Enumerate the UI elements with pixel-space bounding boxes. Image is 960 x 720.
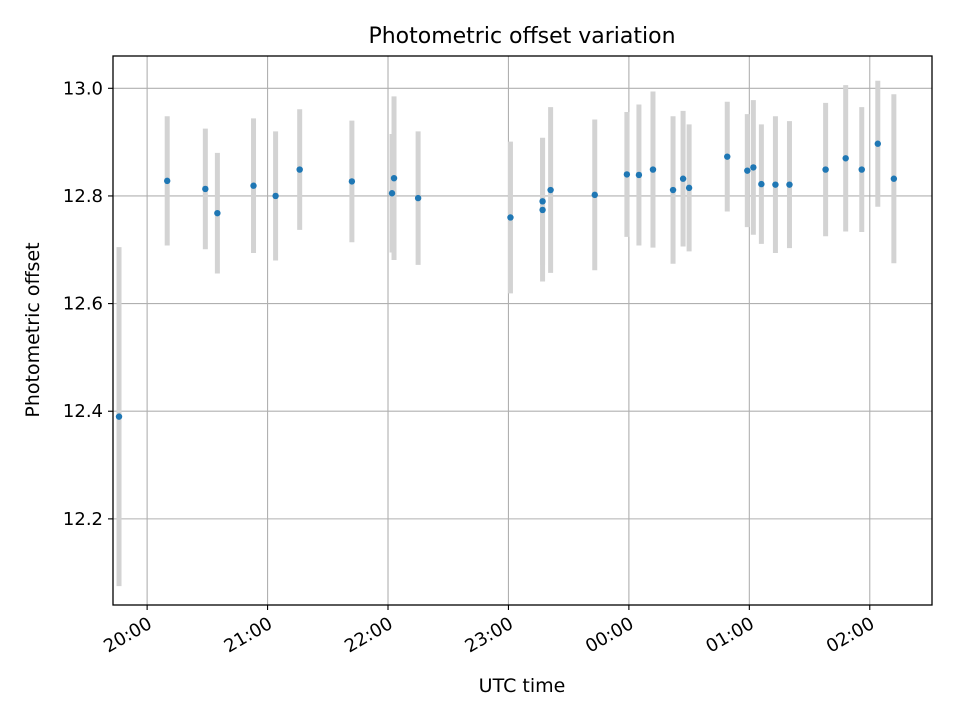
data-point xyxy=(724,153,731,160)
data-point xyxy=(250,182,257,189)
data-point xyxy=(890,175,898,182)
data-point xyxy=(874,140,882,147)
y-tick-label: 12.2 xyxy=(63,509,103,530)
data-point xyxy=(163,177,171,185)
chart-title: Photometric offset variation xyxy=(368,24,675,49)
data-point xyxy=(822,166,829,173)
data-point xyxy=(539,198,546,205)
data-point xyxy=(623,171,631,178)
y-axis-ticks: 12.2 12.4 12.6 12.8 13.0 xyxy=(63,78,113,530)
axes-frame xyxy=(112,55,933,606)
data-point xyxy=(750,164,757,171)
data-point xyxy=(214,209,221,217)
data-point xyxy=(635,171,643,179)
y-tick-label: 12.8 xyxy=(63,186,103,207)
data-point xyxy=(202,185,209,193)
data-point xyxy=(744,167,751,174)
data-points xyxy=(115,140,898,420)
data-point xyxy=(669,186,677,194)
y-tick-label: 12.4 xyxy=(63,401,103,422)
data-point xyxy=(858,166,865,173)
data-point xyxy=(539,206,546,214)
data-point xyxy=(758,180,765,188)
data-point xyxy=(507,214,514,221)
data-point xyxy=(842,155,849,162)
data-point xyxy=(685,184,693,192)
data-point xyxy=(348,178,356,185)
data-point xyxy=(547,186,554,194)
x-axis-label: UTC time xyxy=(479,675,566,697)
data-point xyxy=(649,166,657,173)
data-point xyxy=(772,181,779,188)
data-point xyxy=(115,413,123,420)
data-point xyxy=(414,194,422,202)
data-point xyxy=(591,191,598,199)
data-point xyxy=(272,192,279,200)
data-point xyxy=(390,174,398,182)
y-tick-label: 12.6 xyxy=(63,294,103,315)
data-point xyxy=(388,190,396,197)
data-point xyxy=(296,166,303,173)
y-axis-label: Photometric offset xyxy=(22,242,44,417)
data-point xyxy=(786,181,793,188)
data-point xyxy=(679,175,687,182)
y-tick-label: 13.0 xyxy=(63,78,103,99)
